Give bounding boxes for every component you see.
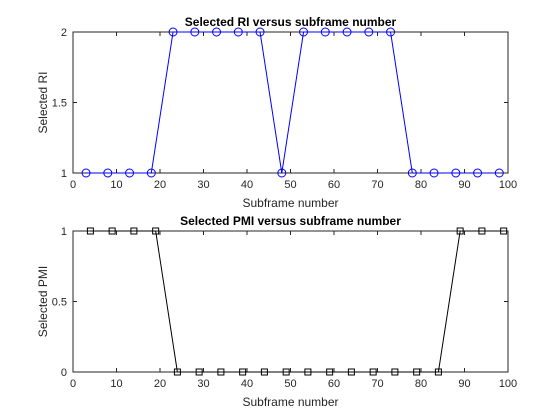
pmi-plot: Selected PMI versus subframe number Subf… bbox=[36, 214, 517, 409]
pmi-x-tick-label: 80 bbox=[415, 378, 427, 390]
pmi-x-tick-label: 60 bbox=[328, 378, 340, 390]
pmi-data-point bbox=[478, 227, 486, 235]
ri-data-point bbox=[146, 168, 156, 178]
ri-x-axis-label: Subframe number bbox=[242, 196, 338, 210]
ri-data-point bbox=[494, 168, 504, 178]
ri-data-point bbox=[212, 27, 222, 37]
ri-y-axis-label: Selected RI bbox=[36, 71, 50, 133]
pmi-data-point bbox=[195, 368, 203, 376]
ri-data-point bbox=[168, 27, 178, 37]
pmi-data-point bbox=[413, 368, 421, 376]
pmi-x-tick-label: 30 bbox=[197, 378, 209, 390]
pmi-data-point bbox=[434, 368, 442, 376]
pmi-data-point bbox=[86, 227, 94, 235]
pmi-x-tick-label: 70 bbox=[371, 378, 383, 390]
pmi-data-point bbox=[239, 368, 247, 376]
ri-data-point bbox=[299, 27, 309, 37]
ri-x-tick-label: 60 bbox=[328, 179, 340, 191]
ri-x-tick-label: 20 bbox=[154, 179, 166, 191]
pmi-data-point bbox=[391, 368, 399, 376]
ri-data-point bbox=[342, 27, 352, 37]
pmi-x-tick-label: 50 bbox=[284, 378, 296, 390]
pmi-data-point bbox=[326, 368, 334, 376]
ri-x-tick-label: 90 bbox=[458, 179, 470, 191]
pmi-x-tick-label: 20 bbox=[154, 378, 166, 390]
ri-data-point bbox=[386, 27, 396, 37]
ri-data-point bbox=[451, 168, 461, 178]
ri-x-tick-label: 50 bbox=[284, 179, 296, 191]
ri-data-point bbox=[407, 168, 417, 178]
ri-data-point bbox=[277, 168, 287, 178]
pmi-data-point bbox=[282, 368, 290, 376]
pmi-data-point bbox=[347, 368, 355, 376]
pmi-data-point bbox=[369, 368, 377, 376]
ri-x-tick-label: 0 bbox=[70, 179, 76, 191]
pmi-chart-title: Selected PMI versus subframe number bbox=[180, 214, 401, 228]
pmi-data-point bbox=[152, 227, 160, 235]
pmi-x-axis-label: Subframe number bbox=[242, 395, 338, 409]
pmi-data-point bbox=[304, 368, 312, 376]
ri-x-ticks: 0 10 20 30 40 50 60 70 80 90 100 bbox=[70, 32, 517, 191]
ri-data-point bbox=[473, 168, 483, 178]
pmi-data-point bbox=[456, 227, 464, 235]
pmi-data-point bbox=[108, 227, 116, 235]
pmi-series bbox=[86, 227, 508, 376]
ri-data-point bbox=[320, 27, 330, 37]
ri-x-tick-label: 40 bbox=[241, 179, 253, 191]
ri-data-point bbox=[103, 168, 113, 178]
ri-data-point bbox=[125, 168, 135, 178]
ri-x-tick-label: 10 bbox=[110, 179, 122, 191]
pmi-y-tick-label: 0 bbox=[61, 367, 67, 379]
ri-data-point bbox=[190, 27, 200, 37]
ri-data-point bbox=[429, 168, 439, 178]
pmi-series-line bbox=[90, 230, 504, 373]
ri-data-point bbox=[81, 168, 91, 178]
ri-x-tick-label: 70 bbox=[371, 179, 383, 191]
pmi-y-tick-label: 0.5 bbox=[52, 297, 67, 309]
pmi-y-axis-label: Selected PMI bbox=[36, 266, 50, 337]
ri-plot: Selected RI versus subframe number Subfr… bbox=[36, 15, 517, 210]
ri-x-tick-label: 30 bbox=[197, 179, 209, 191]
ri-y-tick-label: 1.5 bbox=[52, 98, 67, 110]
pmi-data-point bbox=[217, 368, 225, 376]
ri-series bbox=[81, 27, 504, 178]
ri-x-tick-label: 80 bbox=[415, 179, 427, 191]
ri-data-point bbox=[364, 27, 374, 37]
pmi-data-point bbox=[173, 368, 181, 376]
pmi-x-tick-label: 10 bbox=[110, 378, 122, 390]
ri-y-tick-label: 1 bbox=[61, 168, 67, 180]
pmi-data-point bbox=[130, 227, 138, 235]
pmi-x-ticks: 0 10 20 30 40 50 60 70 80 90 100 bbox=[70, 231, 517, 390]
ri-data-point bbox=[255, 27, 265, 37]
pmi-x-tick-label: 40 bbox=[241, 378, 253, 390]
ri-y-ticks: 11.52 bbox=[52, 27, 508, 180]
ri-data-point bbox=[233, 27, 243, 37]
pmi-x-tick-label: 0 bbox=[70, 378, 76, 390]
ri-y-tick-label: 2 bbox=[61, 27, 67, 39]
pmi-y-tick-label: 1 bbox=[61, 226, 67, 238]
pmi-data-point bbox=[500, 227, 508, 235]
pmi-y-ticks: 00.51 bbox=[52, 226, 508, 379]
ri-chart-title: Selected RI versus subframe number bbox=[185, 15, 397, 29]
pmi-data-point bbox=[260, 368, 268, 376]
pmi-x-tick-label: 100 bbox=[499, 378, 517, 390]
pmi-x-tick-label: 90 bbox=[458, 378, 470, 390]
ri-x-tick-label: 100 bbox=[499, 179, 517, 191]
